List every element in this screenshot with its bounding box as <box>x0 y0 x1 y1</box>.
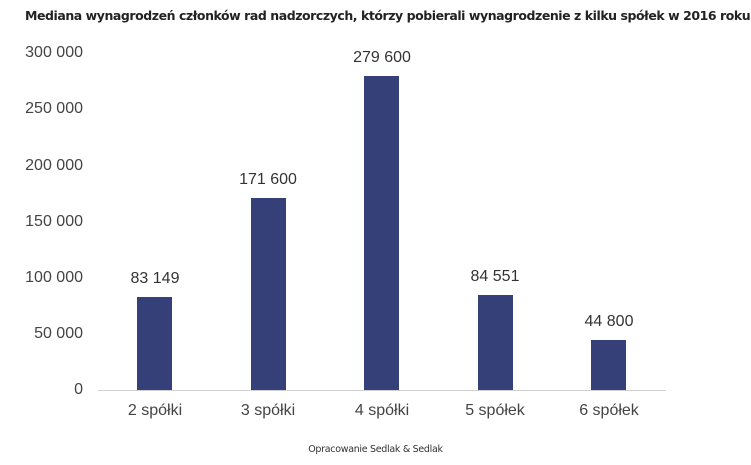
y-tick-label: 0 <box>74 381 83 398</box>
data-label: 44 800 <box>584 313 634 330</box>
bar-5-spolek <box>478 295 513 390</box>
x-tick-label: 2 spółki <box>127 402 183 419</box>
bar-4-spolki <box>364 76 399 390</box>
data-label: 84 551 <box>470 268 520 285</box>
x-tick-label: 5 spółek <box>465 402 525 419</box>
y-tick-label: 300 000 <box>25 44 83 61</box>
bar-3-spolki <box>251 198 286 390</box>
data-label: 171 600 <box>239 171 297 188</box>
source-note: Opracowanie Sedlak & Sedlak <box>308 444 443 455</box>
x-tick-label: 4 spółki <box>354 402 410 419</box>
bar-2-spolki <box>137 297 172 390</box>
bar-6-spolek <box>591 340 626 390</box>
y-tick-label: 150 000 <box>25 213 83 230</box>
y-tick-label: 50 000 <box>34 325 83 342</box>
y-tick-label: 100 000 <box>25 269 83 286</box>
x-axis-line <box>98 390 666 391</box>
y-tick-label: 200 000 <box>25 157 83 174</box>
x-tick-label: 6 spółek <box>579 402 639 419</box>
y-tick-label: 250 000 <box>25 100 83 117</box>
chart-title: Mediana wynagrodzeń członków rad nadzorc… <box>25 8 751 23</box>
data-label: 83 149 <box>130 270 180 287</box>
x-tick-label: 3 spółki <box>240 402 296 419</box>
data-label: 279 600 <box>353 49 411 66</box>
